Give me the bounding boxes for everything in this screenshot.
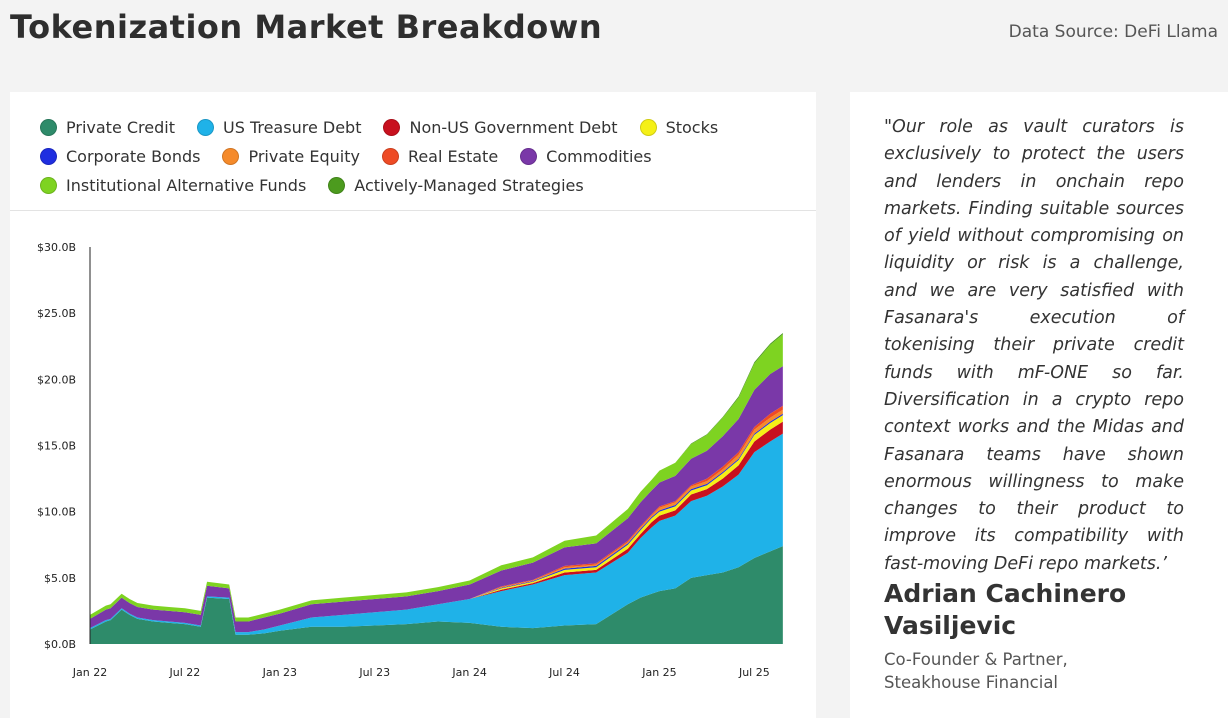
- legend-swatch-icon: [383, 119, 401, 136]
- x-tick-label: Jan 22: [72, 666, 107, 679]
- series-area-commodities: [90, 366, 783, 633]
- data-source-label: Data Source: DeFi Llama: [1008, 22, 1218, 42]
- y-tick-label: $0.0B: [44, 638, 76, 651]
- legend-swatch-icon: [196, 119, 214, 136]
- legend-label: Stocks: [665, 118, 719, 137]
- legend-swatch-icon: [520, 148, 538, 165]
- x-tick-label: Jul 22: [169, 666, 201, 679]
- x-tick-label: Jul 24: [548, 666, 580, 679]
- quote-author: Adrian Cachinero Vasiljevic: [884, 579, 1127, 640]
- chart-legend: Private Credit US Treasure Debt Non-US Gov…: [40, 116, 800, 197]
- y-tick-label: $20.0B: [37, 373, 76, 386]
- quote-card: "Our role as vault curators is exclusive…: [850, 92, 1228, 718]
- x-tick-label: Jan 23: [262, 666, 297, 679]
- legend-swatch-icon: [40, 148, 57, 165]
- y-tick-label: $5.0B: [44, 572, 76, 585]
- legend-label: Real Estate: [407, 147, 499, 166]
- chart-card: Private Credit US Treasure Debt Non-US Gov…: [10, 92, 816, 718]
- testimonial-quote: "Our role as vault curators is exclusive…: [884, 117, 1184, 574]
- legend-swatch-icon: [222, 148, 240, 165]
- legend-label: Institutional Alternative Funds: [66, 176, 307, 195]
- legend-swatch-icon: [40, 177, 57, 194]
- y-tick-label: $15.0B: [37, 440, 76, 453]
- legend-swatch-icon: [40, 119, 57, 136]
- author-role: Co-Founder & Partner, Steakhouse Financi…: [884, 648, 1184, 694]
- series-area-private-credit: [90, 546, 783, 644]
- x-tick-label: Jan 25: [641, 666, 676, 679]
- author-title: Co-Founder & Partner,: [884, 650, 1068, 669]
- x-tick-label: Jul 23: [358, 666, 390, 679]
- x-tick-label: Jul 25: [738, 666, 770, 679]
- y-tick-label: $25.0B: [37, 307, 76, 320]
- legend-item[interactable]: Corporate Bonds: [40, 145, 200, 168]
- legend-divider: [10, 210, 816, 211]
- legend-label: Actively-Managed Strategies: [354, 176, 584, 195]
- legend-swatch-icon: [381, 148, 399, 165]
- legend-item[interactable]: Private Credit: [40, 116, 175, 139]
- legend-label: Private Credit: [66, 118, 175, 137]
- legend-item[interactable]: Real Estate: [381, 145, 499, 168]
- legend-label: Non-US Government Debt: [409, 118, 618, 137]
- legend-label: US Treasure Debt: [222, 118, 362, 137]
- y-tick-label: $30.0B: [37, 241, 76, 254]
- author-company: Steakhouse Financial: [884, 673, 1059, 692]
- legend-label: Private Equity: [248, 147, 360, 166]
- legend-item[interactable]: Non-US Government Debt: [383, 116, 618, 139]
- legend-swatch-icon: [328, 177, 346, 194]
- legend-item[interactable]: Actively-Managed Strategies: [328, 174, 584, 197]
- legend-item[interactable]: Private Equity: [222, 145, 360, 168]
- y-tick-label: $10.0B: [37, 506, 76, 519]
- legend-item[interactable]: Stocks: [639, 116, 719, 139]
- legend-swatch-icon: [639, 119, 657, 136]
- legend-item[interactable]: Institutional Alternative Funds: [40, 174, 306, 197]
- legend-item[interactable]: Commodities: [520, 145, 652, 168]
- legend-label: Commodities: [546, 147, 652, 166]
- page-title: Tokenization Market Breakdown: [10, 8, 603, 46]
- stacked-area-chart: $0.0B $5.0B $10.0B $15.0B $20.0B $25.0B $30.0B…: [37, 241, 783, 679]
- x-tick-label: Jan 24: [451, 666, 486, 679]
- legend-item[interactable]: US Treasure Debt: [196, 116, 362, 139]
- legend-label: Corporate Bonds: [66, 147, 201, 166]
- series-area-us-treasure-debt: [90, 433, 783, 635]
